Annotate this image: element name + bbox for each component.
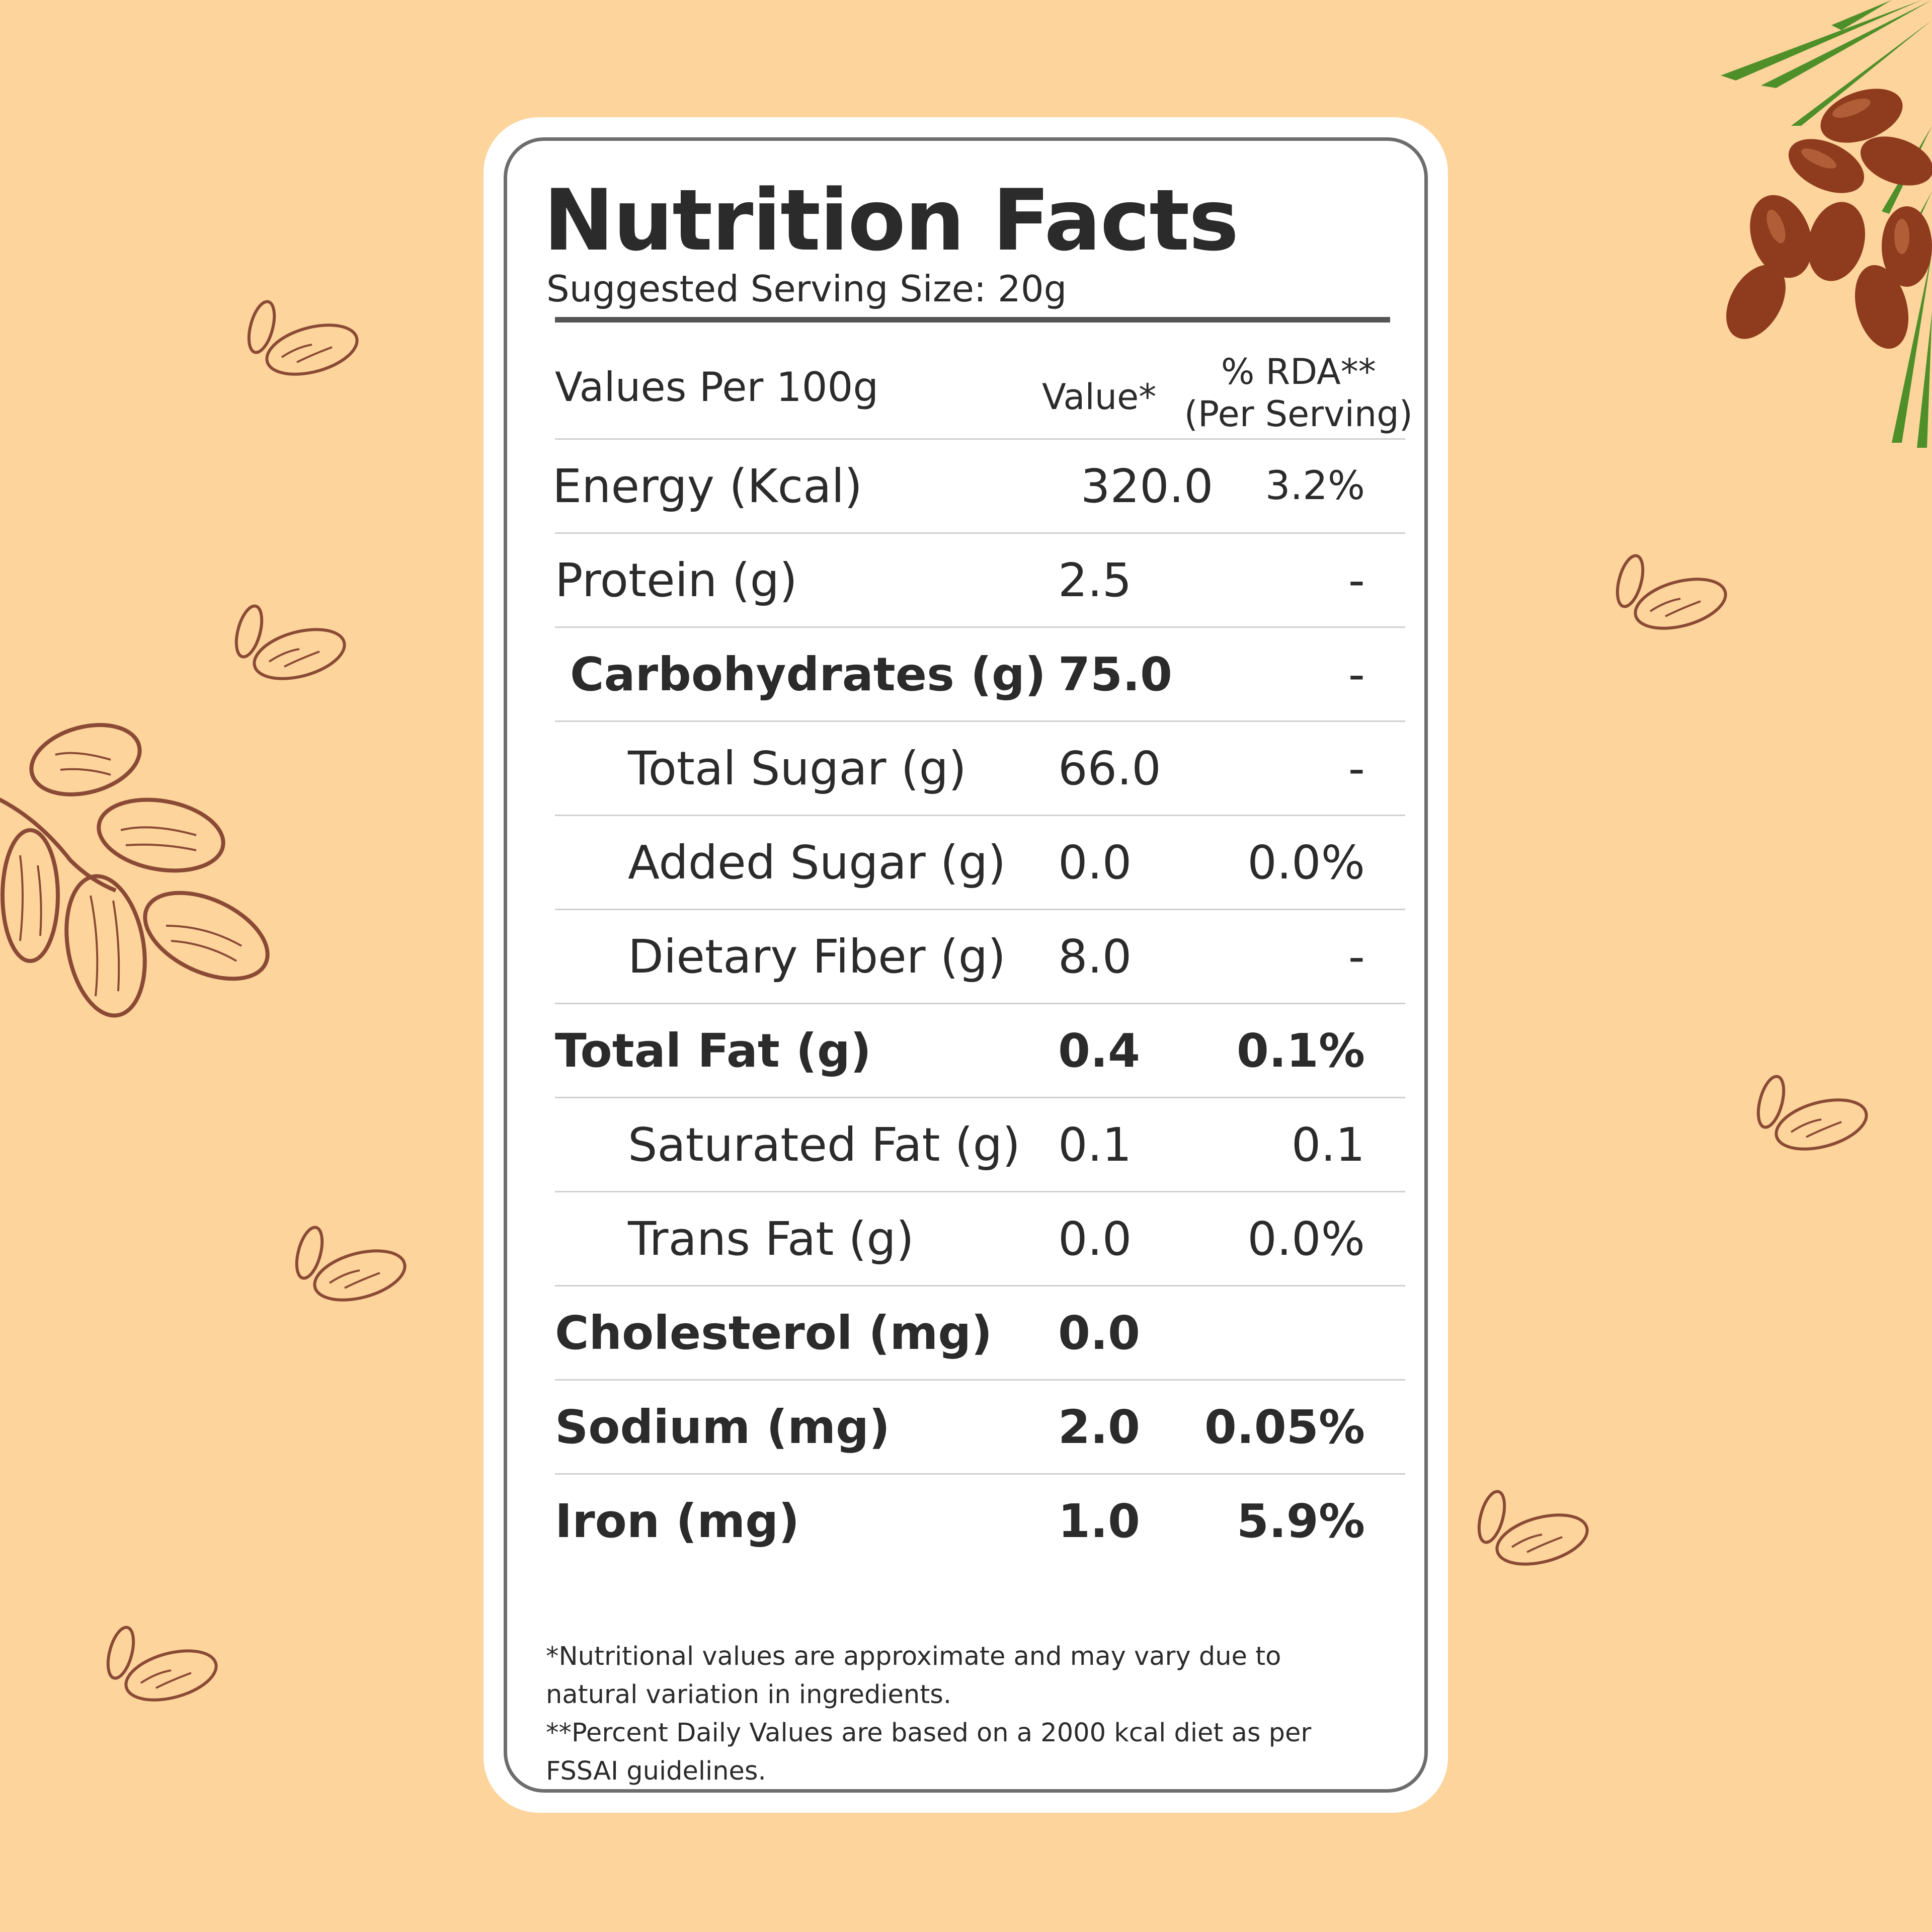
nutrient-row-trans-fat: Trans Fat (g) 0.0 0.0%: [555, 1192, 1405, 1286]
nutrient-name: Iron (mg): [555, 1494, 800, 1548]
header-name: Values Per 100g: [555, 363, 879, 411]
nutrient-rda: -: [1348, 647, 1365, 701]
nutrient-rda: 0.1: [1291, 1117, 1365, 1172]
nutrient-name: Total Sugar (g): [628, 741, 967, 795]
header-value: Value*: [1042, 376, 1157, 418]
nutrient-row-carbohydrates: Carbohydrates (g) 75.0 -: [555, 628, 1405, 722]
nutrient-name: Saturated Fat (g): [628, 1117, 1021, 1172]
nutrient-rda: 0.0%: [1247, 1212, 1365, 1266]
footnotes: *Nutritional values are approximate and …: [546, 1638, 1361, 1791]
nutrient-name: Carbohydrates (g): [570, 647, 1046, 701]
footnote-approximate: *Nutritional values are approximate and …: [546, 1642, 1281, 1710]
header-rda-line1: % RDA**: [1221, 351, 1376, 392]
nutrient-rda: 0.05%: [1204, 1400, 1365, 1454]
nutrient-rda: 0.1%: [1236, 1023, 1365, 1078]
nutrient-value: 0.0: [1058, 1306, 1140, 1360]
footnote-rda: **Percent Daily Values are based on a 20…: [546, 1718, 1312, 1786]
nutrient-row-protein: Protein (g) 2.5 -: [555, 534, 1405, 628]
header-rda-line2: (Per Serving): [1184, 393, 1413, 435]
nutrient-row-energy: Energy (Kcal) 320.0 3.2%: [552, 440, 1405, 534]
nutrient-name: Cholesterol (mg): [555, 1306, 993, 1360]
nutrient-value: 8.0: [1058, 929, 1132, 984]
header-rda: % RDA** (Per Serving): [1184, 347, 1413, 439]
nutrient-name: Dietary Fiber (g): [628, 929, 1006, 984]
nutrient-name: Trans Fat (g): [628, 1212, 914, 1266]
nutrient-value: 0.1: [1058, 1117, 1132, 1172]
nutrient-value: 75.0: [1058, 647, 1172, 701]
nutrient-name: Added Sugar (g): [628, 835, 1006, 890]
nutrient-name: Protein (g): [555, 553, 797, 607]
nutrient-name: Total Fat (g): [555, 1023, 871, 1078]
nutrient-row-added-sugar: Added Sugar (g) 0.0 0.0%: [555, 816, 1405, 910]
title-divider: [555, 317, 1390, 323]
date-palm-branch-icon: [1721, 0, 1932, 448]
serving-size: Suggested Serving Size: 20g: [546, 268, 1067, 310]
nutrition-label-card: Nutrition Facts Suggested Serving Size: …: [484, 117, 1448, 1813]
nutrient-name: Sodium (mg): [555, 1400, 891, 1454]
nutrient-rda: -: [1348, 929, 1365, 984]
nutrient-name: Energy (Kcal): [552, 459, 862, 513]
date-cluster-doodle-icon: [0, 723, 270, 1018]
column-header-row: Values Per 100g Value* % RDA** (Per Serv…: [555, 341, 1413, 440]
date-fruit-doodle-icon: [234, 604, 346, 680]
nutrient-row-cholesterol: Cholesterol (mg) 0.0: [555, 1286, 1405, 1381]
nutrient-row-iron: Iron (mg) 1.0 5.9%: [555, 1475, 1405, 1569]
nutrition-label-frame: Nutrition Facts Suggested Serving Size: …: [504, 137, 1428, 1793]
nutrient-rda: 5.9%: [1236, 1494, 1365, 1548]
nutrient-value: 2.5: [1058, 553, 1132, 607]
date-fruit-doodle-icon: [1477, 1490, 1589, 1566]
nutrient-value: 0.4: [1058, 1023, 1140, 1078]
date-fruit-doodle-icon: [1756, 1075, 1868, 1151]
nutrient-rda: 0.0%: [1247, 835, 1365, 890]
nutrient-value: 320.0: [1081, 459, 1214, 513]
nutrient-row-saturated-fat: Saturated Fat (g) 0.1 0.1: [555, 1098, 1405, 1192]
nutrient-value: 66.0: [1058, 741, 1161, 795]
date-fruit-doodle-icon: [106, 1626, 218, 1702]
date-fruit-doodle-icon: [1616, 554, 1727, 630]
nutrient-row-sodium: Sodium (mg) 2.0 0.05%: [555, 1381, 1405, 1475]
date-fruit-doodle-icon: [295, 1226, 407, 1302]
nutrient-row-dietary-fiber: Dietary Fiber (g) 8.0 -: [555, 910, 1405, 1004]
nutrient-value: 2.0: [1058, 1400, 1140, 1454]
nutrient-rda: -: [1348, 741, 1365, 795]
nutrient-rda: -: [1348, 553, 1365, 607]
nutrient-row-total-fat: Total Fat (g) 0.4 0.1%: [555, 1004, 1405, 1098]
nutrient-value: 1.0: [1058, 1494, 1140, 1548]
nutrient-value: 0.0: [1058, 1212, 1132, 1266]
nutrient-row-total-sugar: Total Sugar (g) 66.0 -: [555, 722, 1405, 816]
nutrient-value: 0.0: [1058, 835, 1132, 890]
label-title: Nutrition Facts: [543, 171, 1239, 270]
date-fruit-doodle-icon: [247, 300, 359, 376]
nutrient-rda: 3.2%: [1265, 463, 1365, 509]
